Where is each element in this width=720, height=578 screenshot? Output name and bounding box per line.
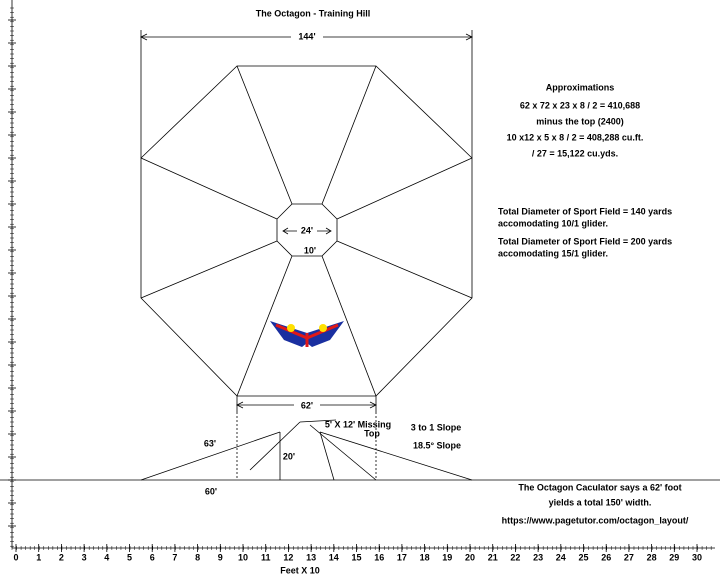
ruler-label: 19	[442, 552, 452, 562]
glider	[270, 321, 344, 347]
sport-field: Total Diameter of Sport Field = 140 yard…	[498, 206, 672, 216]
ruler-label: 5	[127, 552, 132, 562]
ruler-label: 9	[218, 552, 223, 562]
profile	[0, 412, 720, 481]
base-label: 62'	[301, 400, 313, 410]
ruler-label: 6	[150, 552, 155, 562]
slope-length: 63'	[204, 438, 216, 448]
label-bg	[291, 31, 323, 43]
ruler-label: 28	[647, 552, 657, 562]
sport-field: accomodating 10/1 glider.	[498, 218, 608, 228]
ruler-label: 12	[283, 552, 293, 562]
ruler-label: 21	[488, 552, 498, 562]
ruler-label: 20	[465, 552, 475, 562]
label-bg	[297, 225, 317, 237]
slope-text: 18.5° Slope	[413, 440, 461, 450]
ruler-label: 15	[351, 552, 361, 562]
ruler-label: 22	[510, 552, 520, 562]
approx: Approximations	[546, 82, 615, 92]
title: The Octagon - Training Hill	[256, 8, 371, 18]
ruler-label: 23	[533, 552, 543, 562]
ruler-label: 13	[306, 552, 316, 562]
ruler-label: 14	[329, 552, 339, 562]
ruler-label: 17	[397, 552, 407, 562]
inner-side-label: 10'	[304, 245, 316, 255]
ruler-label: 27	[624, 552, 634, 562]
label-bg	[294, 400, 320, 412]
ruler-label: 29	[669, 552, 679, 562]
ruler-label: 11	[261, 552, 271, 562]
ruler-label: 26	[601, 552, 611, 562]
ruler-label: 3	[82, 552, 87, 562]
ruler-label: 24	[556, 552, 566, 562]
calc-note: The Octagon Caculator says a 62' foot	[518, 482, 681, 492]
ruler-label: 8	[195, 552, 200, 562]
height-label: 20'	[283, 451, 295, 461]
missing-top: 5' X 12' Missing	[325, 419, 391, 429]
ruler-label: 18	[420, 552, 430, 562]
ruler-label: 30	[692, 552, 702, 562]
inner-label: 24'	[301, 225, 313, 235]
ruler-label: 16	[374, 552, 384, 562]
approx: / 27 = 15,122 cu.yds.	[532, 148, 618, 158]
width-label: 144'	[298, 31, 315, 41]
calc-note: yields a total 150' width.	[549, 497, 652, 507]
octagon	[140, 65, 473, 397]
approx: 10 x12 x 5 x 8 / 2 = 408,288 cu.ft.	[507, 132, 644, 142]
ruler-label: 4	[104, 552, 109, 562]
missing-top: Top	[364, 428, 380, 438]
approx: 62 x 72 x 23 x 8 / 2 = 410,688	[520, 100, 640, 110]
half-base: 60'	[205, 486, 217, 496]
axis-label: Feet X 10	[280, 565, 320, 575]
approx: minus the top (2400)	[536, 116, 624, 126]
ruler-label: 1	[36, 552, 41, 562]
ruler-label: 25	[578, 552, 588, 562]
ruler-label: 7	[172, 552, 177, 562]
calc-url: https://www.pagetutor.com/octagon_layout…	[502, 515, 689, 525]
ruler-label: 10	[238, 552, 248, 562]
sport-field: Total Diameter of Sport Field = 200 yard…	[498, 236, 672, 246]
ruler-label: 2	[59, 552, 64, 562]
sport-field: accomodating 15/1 glider.	[498, 248, 608, 258]
ruler-label: 0	[13, 552, 18, 562]
slope-text: 3 to 1 Slope	[411, 422, 462, 432]
